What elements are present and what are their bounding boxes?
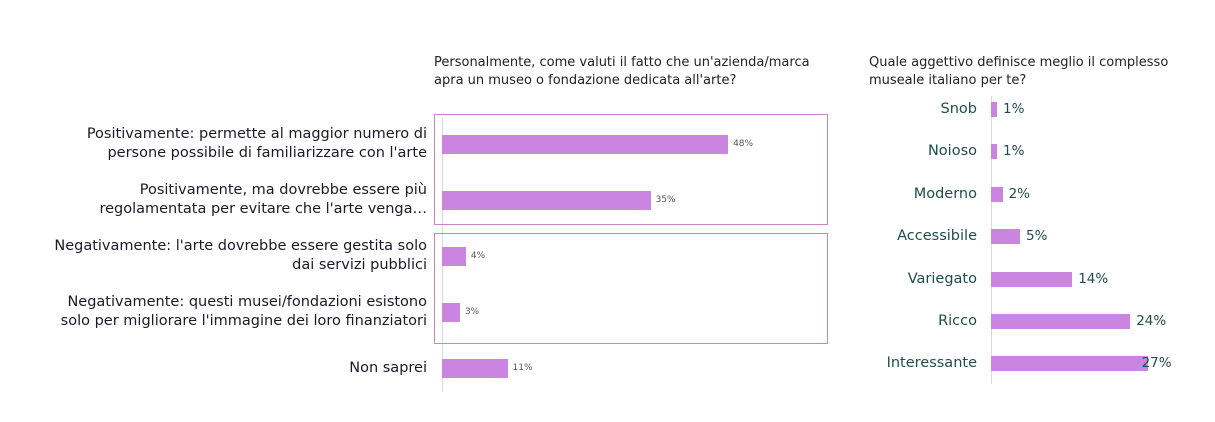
right-category-label: Accessibile [897,227,977,244]
right-category-label: Noioso [927,142,977,159]
right-chart-title: Quale aggettivo definisce meglio il comp… [869,55,1169,88]
left-bar [442,358,508,378]
left-bar [442,190,651,210]
left-category-label: Negativamente: l'arte dovrebbe essere ge… [54,238,427,273]
right-value-label: 24% [1136,312,1167,329]
positive-group-box [434,114,828,225]
left-value-label: 11% [512,362,533,373]
left-bar [442,302,460,322]
right-value-label: 2% [1008,185,1031,202]
right-category-label: Interessante [886,354,977,371]
left-value-label: 35% [655,194,676,205]
right-bar [991,186,1003,202]
left-category-label: Positivamente: permette al maggior numer… [86,126,427,161]
left-bar [442,134,729,154]
left-value-label: 4% [470,250,486,261]
right-category-label: Moderno [913,185,977,202]
right-bar [991,228,1020,244]
left-category-label: Positivamente, ma dovrebbe essere più re… [99,182,427,217]
left-category-label: Negativamente: questi musei/fondazioni e… [60,294,427,329]
right-value-label: 1% [1003,100,1025,117]
left-category-label: Non saprei [349,359,427,376]
left-value-label: 3% [464,306,480,317]
right-bar [991,271,1073,287]
right-value-label: 27% [1141,354,1172,371]
right-value-label: 14% [1078,270,1109,287]
negative-group-box [434,233,828,344]
left-bar [442,246,466,266]
left-chart-title: Personalmente, come valuti il fatto che … [434,55,810,88]
right-value-label: 1% [1003,142,1025,159]
right-value-label: 5% [1026,227,1048,244]
left-value-label: 48% [733,138,754,149]
right-category-label: Variegato [907,270,977,287]
right-bar [991,143,997,159]
right-bar [991,355,1148,371]
right-bar [991,101,997,117]
right-bar [991,313,1131,329]
right-category-label: Snob [940,100,977,117]
right-category-label: Ricco [938,312,977,329]
